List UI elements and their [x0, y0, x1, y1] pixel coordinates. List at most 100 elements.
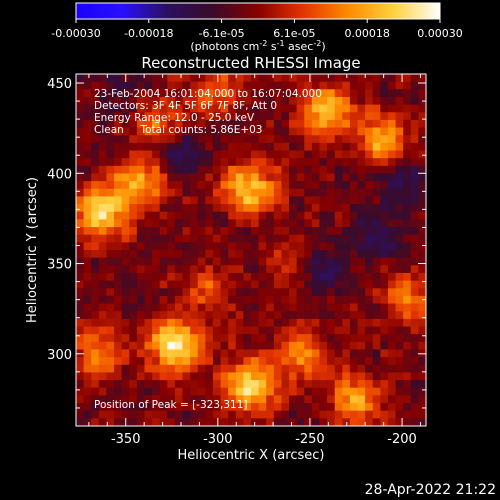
heatmap-cell	[289, 387, 298, 396]
heatmap-cell	[182, 303, 191, 312]
heatmap-cell	[197, 349, 206, 358]
heatmap-cell	[167, 165, 176, 175]
heatmap-cell	[114, 204, 123, 213]
heatmap-cell	[182, 418, 191, 426]
heatmap-cell	[418, 326, 426, 335]
heatmap-cell	[273, 295, 283, 305]
heatmap-cell	[372, 127, 381, 136]
heatmap-cell	[83, 418, 92, 426]
heatmap-cell	[114, 81, 123, 90]
heatmap-cell	[144, 204, 153, 213]
heatmap-cell	[380, 364, 389, 374]
heatmap-cell	[91, 81, 100, 90]
heatmap-cell	[410, 318, 419, 328]
info-line: Clean Total counts: 5.86E+03	[94, 124, 263, 136]
heatmap-cell	[281, 387, 290, 396]
heatmap-cell	[327, 265, 336, 274]
heatmap-cell	[235, 372, 244, 381]
heatmap-cell	[273, 418, 283, 426]
heatmap-cell	[144, 311, 153, 320]
heatmap-cell	[395, 242, 404, 251]
heatmap-cell	[372, 211, 381, 220]
heatmap-cell	[342, 150, 351, 159]
heatmap-cell	[106, 89, 115, 98]
heatmap-cell	[311, 280, 321, 289]
heatmap-cell	[136, 257, 146, 266]
heatmap-cell	[387, 364, 397, 374]
heatmap-cell	[304, 250, 313, 259]
heatmap-cell	[296, 74, 305, 83]
heatmap-cell	[136, 181, 146, 190]
heatmap-cell	[106, 357, 115, 366]
heatmap-cell	[266, 387, 275, 396]
heatmap-cell	[410, 227, 419, 236]
heatmap-cell	[395, 303, 404, 312]
heatmap-cell	[357, 89, 366, 98]
heatmap-cell	[190, 204, 199, 213]
heatmap-cell	[418, 219, 426, 228]
heatmap-cell	[243, 127, 252, 136]
heatmap-cell	[380, 158, 389, 167]
heatmap-cell	[273, 119, 283, 129]
heatmap-cell	[304, 341, 313, 351]
heatmap-cell	[395, 395, 404, 404]
heatmap-cell	[83, 142, 92, 152]
heatmap-cell	[106, 272, 115, 282]
heatmap-cell	[220, 349, 229, 358]
heatmap-cell	[395, 74, 404, 83]
heatmap-cell	[106, 96, 115, 106]
heatmap-cell	[281, 142, 290, 152]
heatmap-cell	[114, 272, 123, 282]
heatmap-cell	[357, 74, 366, 83]
heatmap-cell	[403, 165, 412, 175]
heatmap-cell	[228, 204, 237, 213]
heatmap-cell	[114, 372, 123, 381]
heatmap-cell	[152, 303, 161, 312]
heatmap-cell	[182, 74, 191, 83]
heatmap-cell	[380, 142, 389, 152]
heatmap-cell	[243, 410, 252, 419]
heatmap-cell	[387, 142, 397, 152]
heatmap-cell	[114, 410, 123, 419]
heatmap-cell	[167, 219, 176, 228]
heatmap-cell	[319, 303, 328, 312]
heatmap-cell	[129, 165, 138, 175]
heatmap-cell	[311, 410, 321, 419]
heatmap-cell	[235, 188, 244, 198]
heatmap-cell	[258, 181, 267, 190]
heatmap-cell	[190, 74, 199, 83]
heatmap-cell	[243, 204, 252, 213]
heatmap-cell	[114, 211, 123, 220]
heatmap-cell	[220, 165, 229, 175]
heatmap-cell	[114, 318, 123, 328]
heatmap-cell	[357, 188, 366, 198]
heatmap-cell	[289, 188, 298, 198]
heatmap-cell	[205, 272, 214, 282]
heatmap-cell	[174, 81, 184, 90]
heatmap-cell	[395, 181, 404, 190]
heatmap-cell	[304, 219, 313, 228]
heatmap-cell	[76, 318, 85, 328]
heatmap-cell	[334, 127, 343, 136]
heatmap-cell	[365, 395, 374, 404]
heatmap-cell	[395, 173, 404, 182]
heatmap-cell	[190, 318, 199, 328]
heatmap-cell	[410, 349, 419, 358]
heatmap-cell	[220, 112, 229, 121]
colorbar	[75, 2, 441, 20]
heatmap-cell	[281, 89, 290, 98]
heatmap-cell	[114, 227, 123, 236]
heatmap-cell	[159, 288, 168, 297]
heatmap-cell	[273, 188, 283, 198]
heatmap-cell	[182, 372, 191, 381]
heatmap-cell	[205, 357, 214, 366]
heatmap-cell	[136, 150, 146, 159]
heatmap-cell	[76, 364, 85, 374]
heatmap-cell	[197, 387, 206, 396]
heatmap-cell	[349, 311, 359, 320]
heatmap-cell	[114, 395, 123, 404]
heatmap-cell	[152, 112, 161, 121]
heatmap-cell	[76, 403, 85, 412]
heatmap-cell	[387, 265, 397, 274]
heatmap-cell	[144, 372, 153, 381]
